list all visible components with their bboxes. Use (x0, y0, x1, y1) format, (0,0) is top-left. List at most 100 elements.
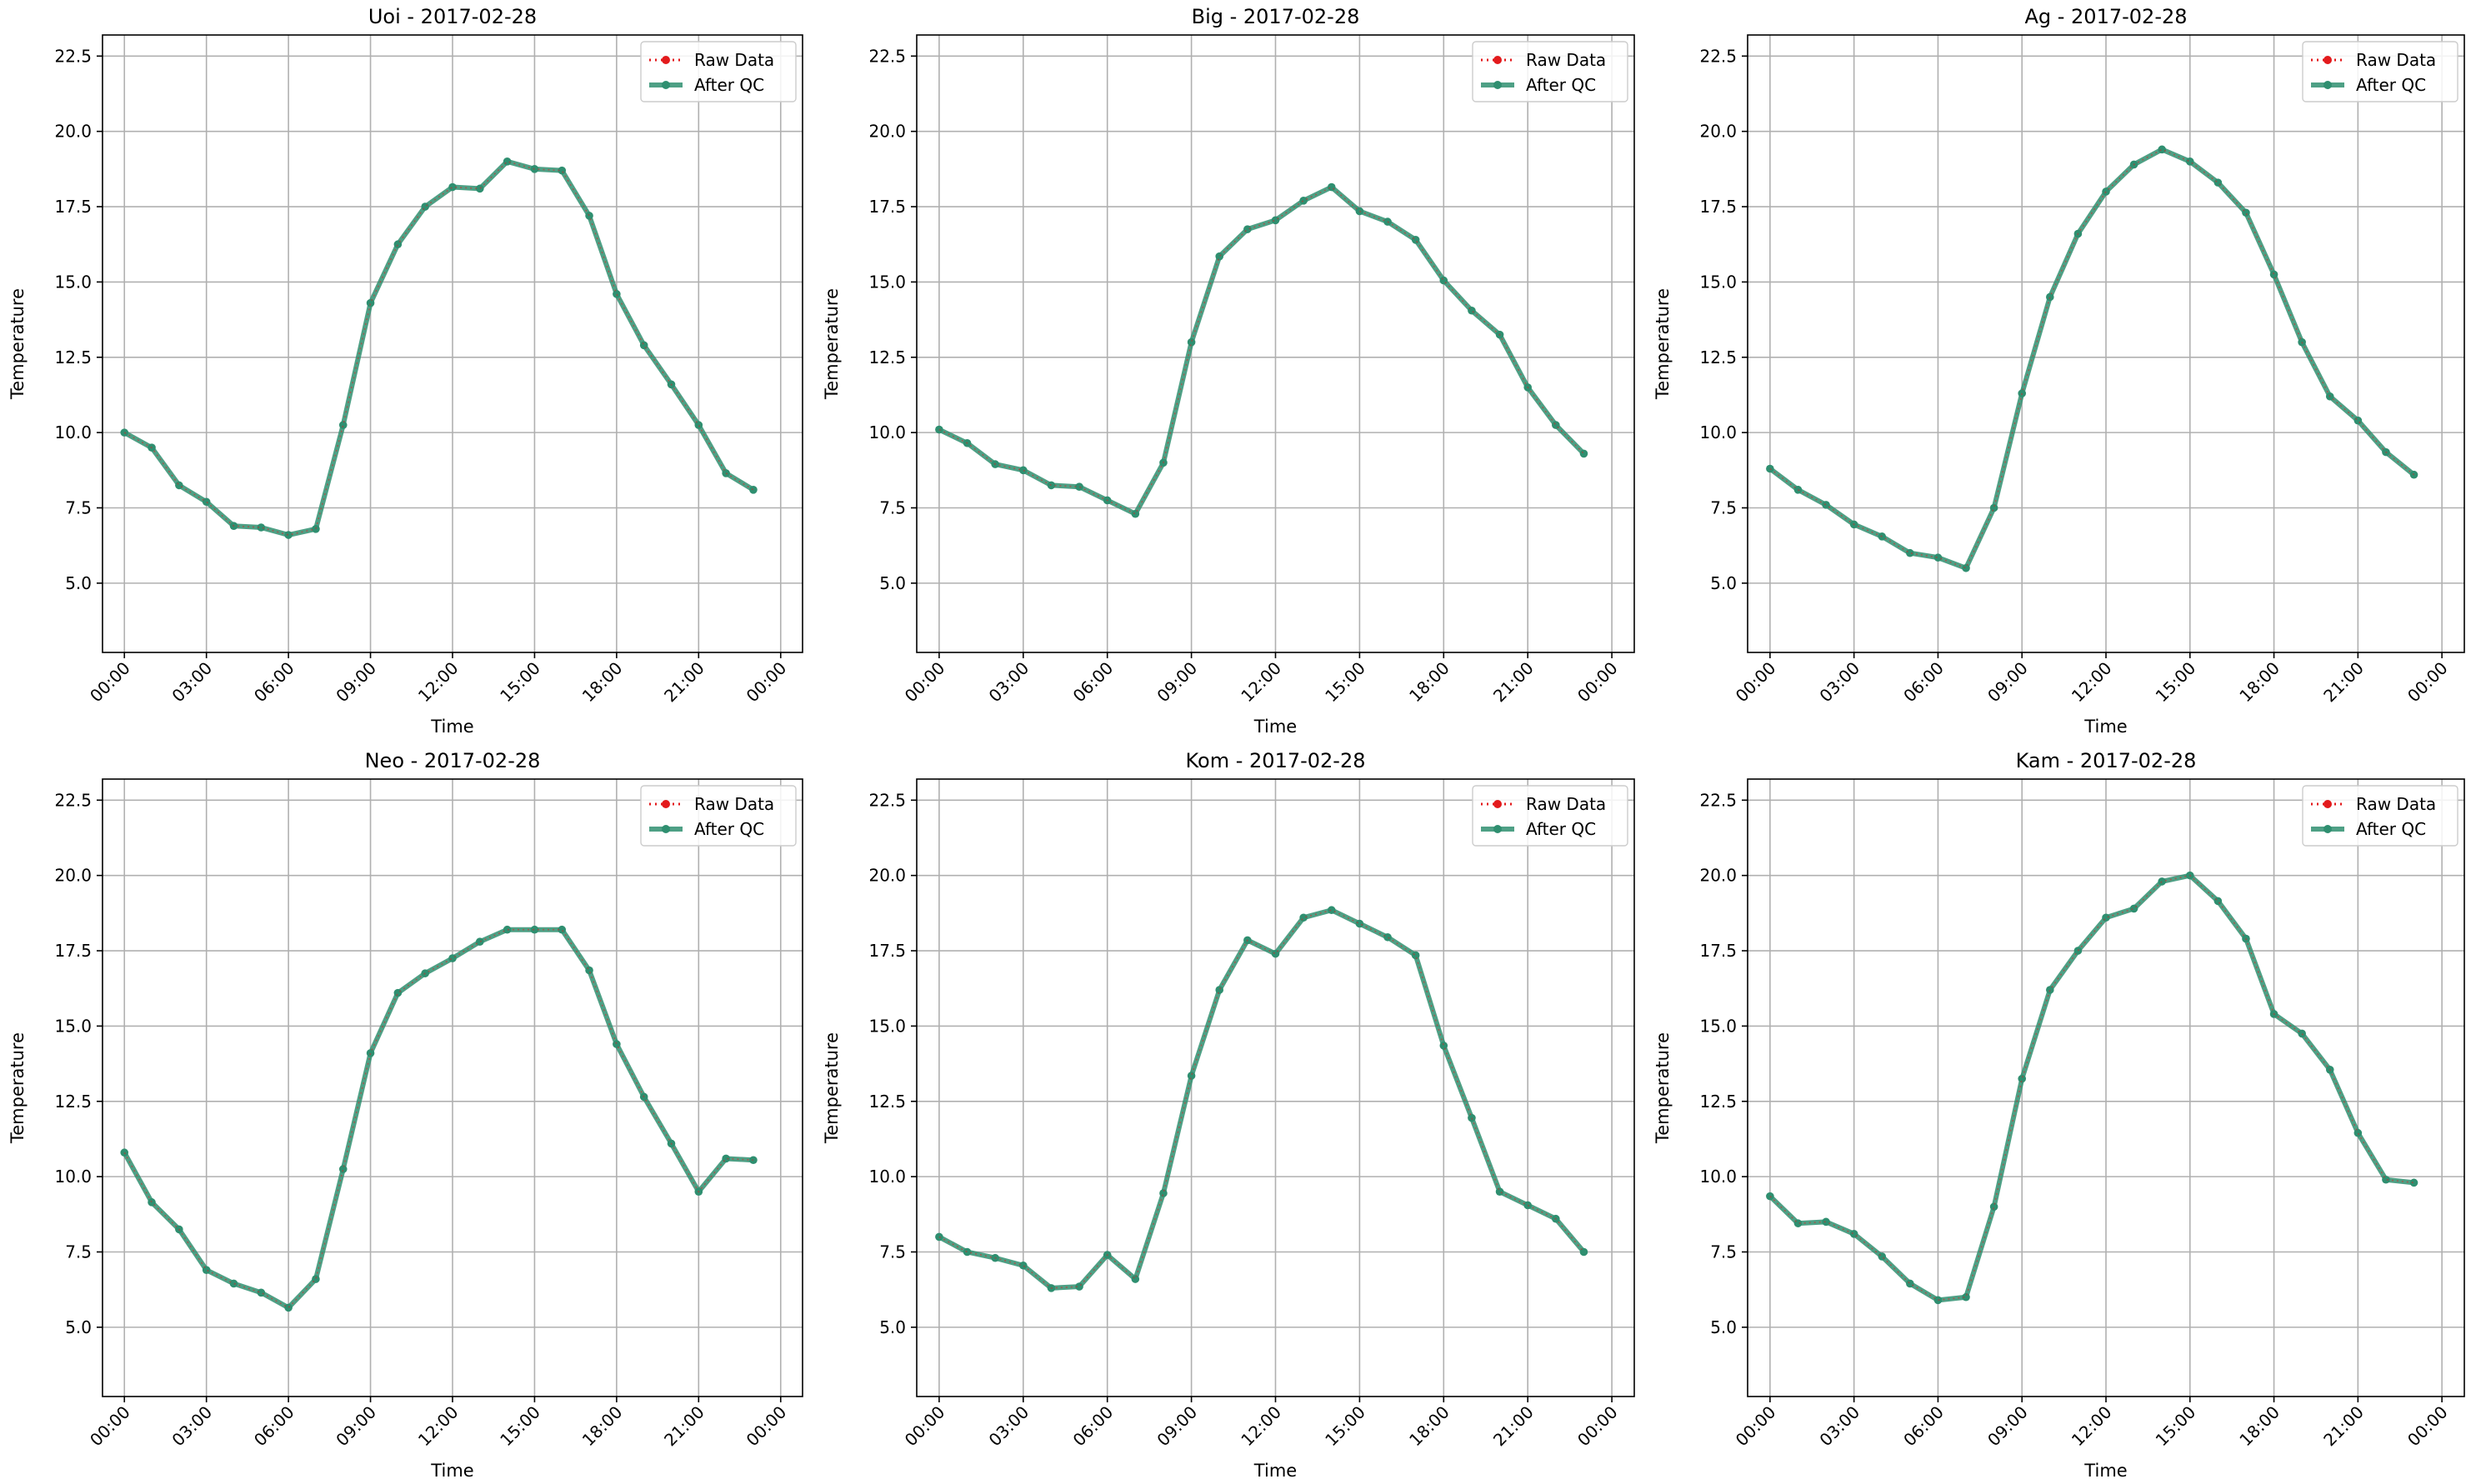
y-tick-label: 22.5 (868, 46, 906, 66)
x-tick-label: 06:00 (1899, 658, 1948, 707)
data-point-after-qc (1019, 1261, 1028, 1270)
chart-panel-2: Big - 2017-02-28 00:00 03:00 06:00 09:00 12:0… (822, 5, 1635, 737)
x-tick-label: 15:00 (1321, 658, 1369, 707)
x-tick-label: 21:00 (2319, 1402, 2368, 1451)
y-tick-label: 22.5 (868, 790, 906, 810)
legend-marker-raw-data (2323, 800, 2332, 808)
data-point-after-qc (229, 1279, 238, 1288)
data-point-after-qc (1523, 1201, 1532, 1210)
legend-marker-after-qc (662, 81, 670, 89)
x-tick-label: 03:00 (1815, 658, 1863, 707)
data-point-after-qc (284, 1303, 293, 1312)
data-point-after-qc (639, 341, 648, 350)
x-axis-label: Time (430, 1461, 473, 1481)
legend: Raw Data After QC (640, 785, 797, 847)
y-tick-label: 5.0 (879, 1317, 906, 1337)
y-tick-label: 7.5 (65, 1242, 92, 1262)
legend: Raw Data After QC (2302, 785, 2458, 847)
x-tick-label: 00:00 (2403, 658, 2452, 707)
chart-panel-1: Uoi - 2017-02-28 00:00 03:00 06:00 09:00 12:0… (8, 5, 803, 737)
data-point-after-qc (722, 1154, 730, 1163)
legend-label-raw-data: Raw Data (694, 794, 774, 814)
x-tick-label: 00:00 (901, 1402, 949, 1451)
legend: Raw Data After QC (1472, 785, 1628, 847)
y-tick-label: 20.0 (868, 122, 906, 142)
series-line-raw-data (123, 160, 754, 536)
y-tick-label: 20.0 (54, 866, 92, 886)
x-tick-label: 09:00 (332, 1402, 380, 1451)
x-axis-label: Time (1253, 1461, 1297, 1481)
x-tick-label: 03:00 (1815, 1402, 1863, 1451)
y-tick-label: 10.0 (1699, 1167, 1737, 1187)
data-point-after-qc (202, 1266, 211, 1274)
data-point-after-qc (1989, 1202, 1998, 1212)
x-tick-label: 18:00 (1405, 658, 1453, 707)
y-tick-label: 22.5 (54, 46, 92, 66)
y-tick-label: 10.0 (868, 422, 906, 442)
y-tick-label: 17.5 (868, 197, 906, 217)
data-point-after-qc (2213, 178, 2223, 187)
y-tick-label: 12.5 (54, 1092, 92, 1112)
data-point-after-qc (1019, 466, 1028, 475)
data-point-after-qc (1906, 1279, 1914, 1288)
x-tick-label: 00:00 (743, 1402, 791, 1451)
data-point-after-qc (1187, 1072, 1196, 1080)
data-point-after-qc (1439, 276, 1448, 285)
data-point-after-qc (1215, 252, 1224, 261)
x-tick-label: 06:00 (250, 1402, 298, 1451)
y-tick-label: 10.0 (54, 422, 92, 442)
x-tick-label: 09:00 (1983, 658, 2032, 707)
data-point-after-qc (2046, 292, 2054, 302)
chart-title: Big - 2017-02-28 (1192, 5, 1360, 28)
y-tick-label: 7.5 (1710, 497, 1737, 517)
series-line-after-qc (123, 158, 755, 538)
data-point-after-qc (448, 182, 457, 192)
data-point-after-qc (558, 166, 567, 175)
y-tick-label: 7.5 (879, 1242, 906, 1262)
x-tick-label: 00:00 (901, 658, 949, 707)
x-tick-label: 21:00 (1489, 658, 1538, 707)
x-tick-label: 15:00 (496, 1402, 544, 1451)
data-point-after-qc (1439, 1042, 1448, 1050)
data-point-after-qc (366, 298, 375, 307)
y-tick-label: 7.5 (65, 497, 92, 517)
series-line-after-qc (122, 927, 754, 1311)
y-tick-label: 20.0 (1699, 122, 1737, 142)
chart-panel-5: Kom - 2017-02-28 00:00 03:00 06:00 09:00 12:0… (822, 749, 1635, 1481)
series-line-raw-data (938, 909, 1585, 1289)
data-point-after-qc (1131, 509, 1140, 518)
chart-title: Ag - 2017-02-28 (2024, 5, 2187, 28)
chart-title: Kom - 2017-02-28 (1186, 749, 1366, 772)
data-point-after-qc (1989, 503, 1998, 512)
data-point-after-qc (722, 469, 730, 477)
data-point-after-qc (1906, 548, 1914, 557)
y-tick-label: 12.5 (1699, 1092, 1737, 1112)
y-axis-label: Temperature (1653, 1032, 1673, 1144)
data-point-after-qc (1468, 1113, 1476, 1122)
data-point-after-qc (1271, 216, 1280, 225)
legend-marker-raw-data (1493, 56, 1502, 64)
data-point-after-qc (148, 1198, 156, 1207)
y-tick-label: 7.5 (1710, 1242, 1737, 1262)
legend-marker-raw-data (662, 56, 670, 64)
series-line-raw-data (938, 186, 1585, 515)
data-point-after-qc (1075, 482, 1083, 491)
legend-label-raw-data: Raw Data (694, 50, 774, 70)
legend-marker-raw-data (2323, 56, 2332, 64)
chart-panel-4: Neo - 2017-02-28 00:00 03:00 06:00 09:00 12:0… (8, 749, 803, 1481)
y-axis-label: Temperature (1653, 288, 1673, 400)
x-tick-label: 09:00 (1153, 1402, 1201, 1451)
data-point-after-qc (2353, 1128, 2363, 1137)
data-point-after-qc (1327, 182, 1336, 192)
x-tick-label: 03:00 (168, 658, 216, 707)
x-axis-label: Time (2083, 717, 2127, 737)
y-axis-label: Temperature (8, 1032, 28, 1144)
data-point-after-qc (585, 212, 593, 220)
x-tick-label: 00:00 (1732, 658, 1780, 707)
data-point-after-qc (1355, 919, 1364, 928)
y-tick-label: 5.0 (65, 573, 92, 593)
data-point-after-qc (613, 290, 621, 298)
y-tick-label: 17.5 (1699, 941, 1737, 961)
legend-label-after-qc: After QC (1526, 819, 1596, 839)
